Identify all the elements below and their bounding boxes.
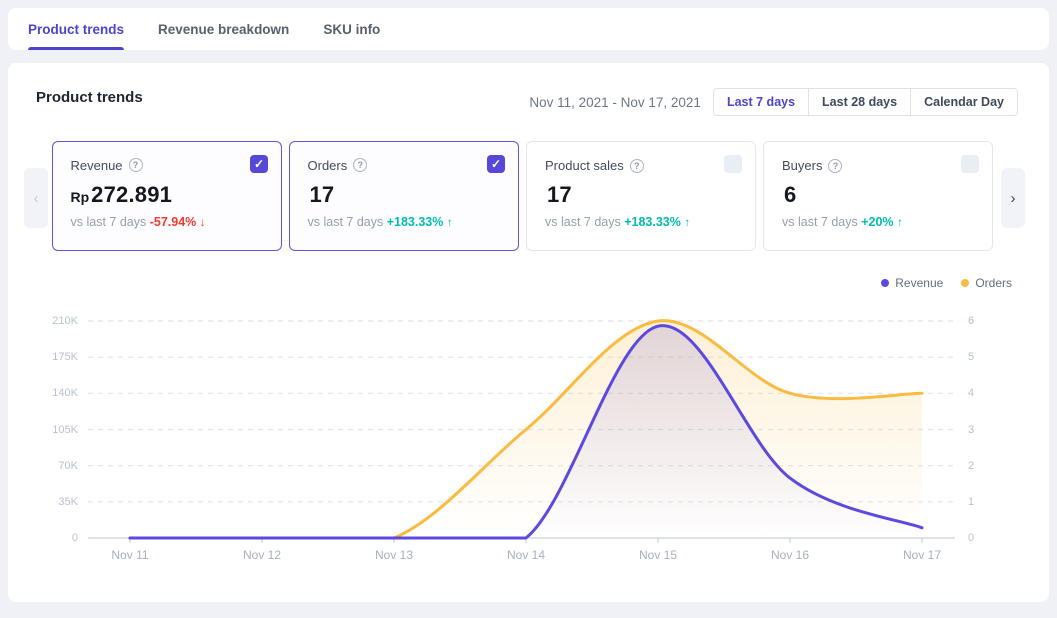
- metric-card-revenue[interactable]: Revenue ? ✓ Rp 272.891 vs last 7 days -5…: [52, 141, 282, 251]
- calendar-day-button[interactable]: Calendar Day: [910, 88, 1018, 116]
- arrow-down-icon: ↓: [199, 216, 206, 229]
- delta-badge: +20% ↑: [861, 215, 903, 229]
- metric-title: Product sales: [545, 158, 624, 173]
- tab-revenue-breakdown[interactable]: Revenue breakdown: [158, 21, 290, 37]
- y-axis-right-label: 5: [968, 351, 975, 364]
- metric-checkbox[interactable]: ✓: [250, 155, 268, 173]
- help-icon[interactable]: ?: [353, 158, 368, 172]
- card-header: Buyers ?: [782, 158, 974, 173]
- last-7-days-button[interactable]: Last 7 days: [712, 88, 810, 116]
- cards-next-button[interactable]: ›: [1001, 168, 1025, 228]
- help-icon[interactable]: ?: [828, 158, 843, 173]
- trend-chart: 210K 6 175K 5 140K 4 105K 3 70K 2 35K 1 0 0 Nov 11 Nov …: [48, 311, 1013, 596]
- x-axis-label: Nov 15: [638, 548, 678, 562]
- y-axis-right-label: 0: [968, 532, 975, 544]
- card-header: Product sales ?: [545, 158, 737, 173]
- help-icon[interactable]: ?: [629, 158, 644, 173]
- page-title: Product trends: [36, 89, 143, 106]
- y-axis-left-label: 35K: [58, 495, 78, 508]
- metric-card-orders[interactable]: Orders ? ✓ 17 vs last 7 days +183.33% ↑: [289, 141, 519, 251]
- y-axis-left-label: 105K: [52, 423, 78, 436]
- card-header: Revenue ?: [71, 158, 264, 173]
- metric-title: Buyers: [782, 158, 823, 173]
- tab-product-trends[interactable]: Product trends: [28, 8, 125, 50]
- y-axis-left-label: 70K: [58, 459, 78, 472]
- metric-title: Revenue: [70, 157, 123, 173]
- delta-badge: +183.33% ↑: [386, 214, 453, 229]
- metric-checkbox[interactable]: ✓: [487, 155, 505, 173]
- date-range-button-group: Last 7 days Last 28 days Calendar Day: [712, 88, 1018, 116]
- metric-value: 17: [547, 182, 572, 207]
- y-axis-right-label: 2: [968, 459, 975, 472]
- metric-cards-row: Revenue ? ✓ Rp 272.891 vs last 7 days -5…: [52, 141, 993, 251]
- y-axis-left-label: 175K: [52, 351, 78, 364]
- product-trends-panel: Product trends Nov 11, 2021 - Nov 17, 20…: [8, 63, 1049, 602]
- chevron-right-icon: ›: [1010, 189, 1016, 207]
- x-axis-label: Nov 13: [374, 548, 414, 562]
- top-tab-bar: Product trends Revenue breakdown SKU inf…: [8, 8, 1049, 50]
- y-axis-right-label: 4: [968, 387, 975, 400]
- arrow-up-icon: ↑: [446, 216, 453, 229]
- legend-item-orders[interactable]: Orders: [961, 276, 1012, 290]
- orders-dot-icon: [961, 279, 970, 287]
- arrow-up-icon: ↑: [897, 217, 903, 229]
- revenue-dot-icon: [881, 279, 890, 287]
- check-icon: ✓: [253, 157, 265, 171]
- x-axis-label: Nov 16: [770, 548, 810, 562]
- metric-compare: vs last 7 days +20% ↑: [782, 215, 903, 229]
- metric-title: Orders: [307, 157, 348, 173]
- chart-legend: Revenue Orders: [881, 276, 1012, 290]
- metric-compare: vs last 7 days -57.94% ↓: [70, 214, 206, 229]
- trend-chart-canvas: [88, 319, 955, 543]
- legend-item-revenue[interactable]: Revenue: [881, 276, 943, 290]
- delta-badge: +183.33% ↑: [624, 215, 691, 229]
- last-28-days-button[interactable]: Last 28 days: [808, 88, 912, 116]
- tab-sku-info[interactable]: SKU info: [323, 21, 381, 37]
- metric-value: Rp 272.891: [70, 181, 173, 207]
- metric-card-buyers[interactable]: Buyers ? ✓ 6 vs last 7 days +20% ↑: [763, 141, 993, 251]
- help-icon[interactable]: ?: [128, 158, 143, 172]
- currency-prefix: Rp: [70, 188, 90, 205]
- x-axis-label: Nov 17: [902, 548, 942, 562]
- card-header: Orders ?: [308, 158, 501, 173]
- cards-prev-button[interactable]: ‹: [24, 168, 48, 228]
- metric-card-product-sales[interactable]: Product sales ? ✓ 17 vs last 7 days +183…: [526, 141, 756, 251]
- chevron-left-icon: ‹: [33, 189, 39, 207]
- delta-badge: -57.94% ↓: [149, 214, 206, 229]
- metric-value: 6: [784, 182, 797, 207]
- check-icon: ✓: [490, 157, 502, 171]
- x-axis-label: Nov 11: [111, 548, 149, 562]
- arrow-up-icon: ↑: [684, 217, 691, 229]
- metric-checkbox[interactable]: ✓: [961, 155, 979, 173]
- x-axis-label: Nov 14: [506, 548, 546, 562]
- y-axis-left-label: 0: [71, 532, 78, 544]
- x-axis-label: Nov 12: [242, 548, 282, 562]
- metric-value: 17: [309, 181, 335, 207]
- y-axis-right-label: 1: [968, 495, 975, 508]
- date-range-label: Nov 11, 2021 - Nov 17, 2021: [529, 94, 701, 110]
- metric-compare: vs last 7 days +183.33% ↑: [307, 214, 453, 229]
- y-axis-right-label: 6: [968, 315, 975, 327]
- y-axis-left-label: 140K: [52, 387, 78, 400]
- header-controls: Nov 11, 2021 - Nov 17, 2021 Last 7 days …: [529, 88, 1018, 116]
- y-axis-left-label: 210K: [52, 315, 78, 327]
- metric-checkbox[interactable]: ✓: [724, 155, 742, 173]
- y-axis-right-label: 3: [968, 423, 975, 436]
- metric-compare: vs last 7 days +183.33% ↑: [545, 215, 691, 229]
